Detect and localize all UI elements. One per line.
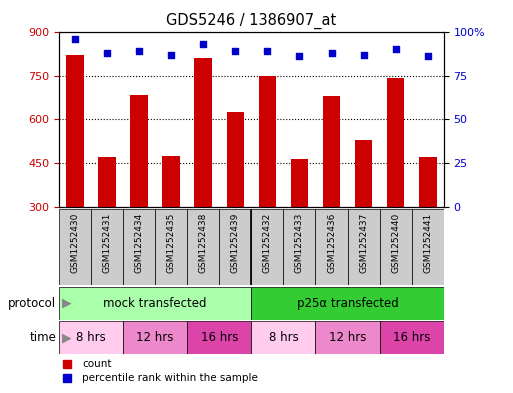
Text: GSM1252441: GSM1252441: [423, 213, 432, 273]
Point: [231, 48, 240, 54]
Bar: [130, 94, 148, 207]
Text: GSM1252439: GSM1252439: [231, 213, 240, 273]
Text: GSM1252436: GSM1252436: [327, 213, 336, 273]
Text: 16 hrs: 16 hrs: [393, 331, 430, 344]
Bar: [251, 287, 444, 320]
Point: [71, 36, 79, 42]
Text: protocol: protocol: [8, 297, 56, 310]
Text: 8 hrs: 8 hrs: [76, 331, 106, 344]
Text: 12 hrs: 12 hrs: [329, 331, 366, 344]
Title: GDS5246 / 1386907_at: GDS5246 / 1386907_at: [166, 13, 337, 29]
Bar: [419, 156, 437, 207]
Bar: [194, 58, 212, 207]
Bar: [163, 156, 180, 207]
Bar: [348, 209, 380, 285]
Point: [424, 53, 432, 59]
Text: count: count: [82, 359, 112, 369]
Bar: [251, 209, 283, 285]
Bar: [123, 321, 187, 354]
Point: [103, 50, 111, 56]
Bar: [387, 79, 404, 207]
Point: [167, 51, 175, 58]
Point: [391, 46, 400, 52]
Text: ▶: ▶: [58, 331, 72, 344]
Bar: [59, 287, 251, 320]
Text: ▶: ▶: [58, 297, 72, 310]
Bar: [355, 140, 372, 207]
Point: [295, 53, 304, 59]
Bar: [315, 209, 348, 285]
Bar: [411, 209, 444, 285]
Text: p25α transfected: p25α transfected: [297, 297, 399, 310]
Point: [360, 51, 368, 58]
Text: GSM1252430: GSM1252430: [70, 213, 80, 273]
Bar: [123, 209, 155, 285]
Text: 16 hrs: 16 hrs: [201, 331, 238, 344]
Text: GSM1252435: GSM1252435: [167, 213, 176, 273]
Bar: [155, 209, 187, 285]
Text: mock transfected: mock transfected: [104, 297, 207, 310]
Text: GSM1252437: GSM1252437: [359, 213, 368, 273]
Bar: [91, 209, 123, 285]
Text: GSM1252432: GSM1252432: [263, 213, 272, 273]
Bar: [315, 321, 380, 354]
Bar: [187, 209, 220, 285]
Text: percentile rank within the sample: percentile rank within the sample: [82, 373, 258, 383]
Bar: [380, 321, 444, 354]
Bar: [59, 209, 91, 285]
Text: GSM1252431: GSM1252431: [103, 213, 112, 273]
Text: 12 hrs: 12 hrs: [136, 331, 174, 344]
Bar: [66, 55, 84, 207]
Point: [199, 41, 207, 47]
Bar: [59, 321, 123, 354]
Bar: [291, 160, 308, 207]
Bar: [187, 321, 251, 354]
Bar: [283, 209, 315, 285]
Text: GSM1252438: GSM1252438: [199, 213, 208, 273]
Text: GSM1252434: GSM1252434: [134, 213, 144, 273]
Bar: [227, 112, 244, 207]
Text: GSM1252433: GSM1252433: [295, 213, 304, 273]
Bar: [323, 96, 340, 207]
Text: GSM1252440: GSM1252440: [391, 213, 400, 273]
Bar: [220, 209, 251, 285]
Bar: [380, 209, 411, 285]
Point: [327, 50, 336, 56]
Bar: [98, 157, 116, 207]
Text: time: time: [30, 331, 56, 344]
Point: [263, 48, 271, 54]
Bar: [251, 321, 315, 354]
Point: [135, 48, 143, 54]
Bar: [259, 76, 276, 207]
Text: 8 hrs: 8 hrs: [269, 331, 298, 344]
